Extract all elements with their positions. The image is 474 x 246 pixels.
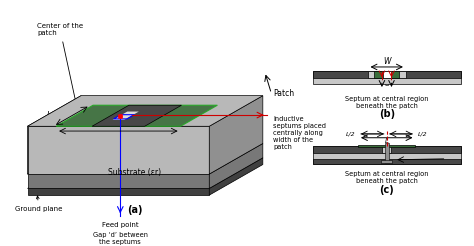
Text: W: W xyxy=(115,133,122,142)
Polygon shape xyxy=(113,111,139,120)
Text: Gap ‘d’ between
the septums: Gap ‘d’ between the septums xyxy=(93,232,148,246)
Polygon shape xyxy=(27,96,263,126)
Polygon shape xyxy=(209,96,263,174)
Text: L: L xyxy=(385,138,389,144)
Bar xyxy=(383,71,391,78)
Bar xyxy=(312,71,461,78)
Text: (c): (c) xyxy=(379,184,394,195)
Bar xyxy=(358,145,415,147)
Bar xyxy=(367,71,406,78)
Text: Patch: Patch xyxy=(273,89,294,98)
Bar xyxy=(382,146,392,153)
Text: W: W xyxy=(383,57,391,66)
Text: Substrate (εr): Substrate (εr) xyxy=(108,168,161,177)
Text: Septum at central region
beneath the patch: Septum at central region beneath the pat… xyxy=(345,171,428,184)
Bar xyxy=(312,71,461,84)
Text: L/2: L/2 xyxy=(346,131,355,137)
Text: Feed point: Feed point xyxy=(102,222,138,228)
Bar xyxy=(385,142,389,163)
Text: (b): (b) xyxy=(379,109,395,119)
Text: L/2: L/2 xyxy=(418,131,428,137)
Polygon shape xyxy=(27,126,209,174)
Polygon shape xyxy=(27,188,209,195)
Bar xyxy=(312,146,461,153)
Bar xyxy=(374,71,399,78)
Text: (a): (a) xyxy=(127,205,142,215)
Bar xyxy=(312,146,461,164)
Text: L: L xyxy=(47,111,52,120)
Bar xyxy=(312,159,461,164)
Polygon shape xyxy=(56,105,218,126)
Polygon shape xyxy=(209,143,263,188)
Polygon shape xyxy=(27,174,209,188)
Polygon shape xyxy=(209,158,263,195)
Polygon shape xyxy=(27,96,81,174)
Text: Ground plane: Ground plane xyxy=(15,196,63,212)
Text: Inductive
septums placed
centrally along
width of the
patch: Inductive septums placed centrally along… xyxy=(273,116,326,150)
Text: d: d xyxy=(384,81,389,87)
Polygon shape xyxy=(27,158,263,188)
Polygon shape xyxy=(27,143,263,174)
Text: Center of the
patch: Center of the patch xyxy=(37,23,83,110)
Bar xyxy=(381,160,392,163)
Text: Septum at central region
beneath the patch: Septum at central region beneath the pat… xyxy=(345,96,428,109)
Polygon shape xyxy=(92,105,182,126)
